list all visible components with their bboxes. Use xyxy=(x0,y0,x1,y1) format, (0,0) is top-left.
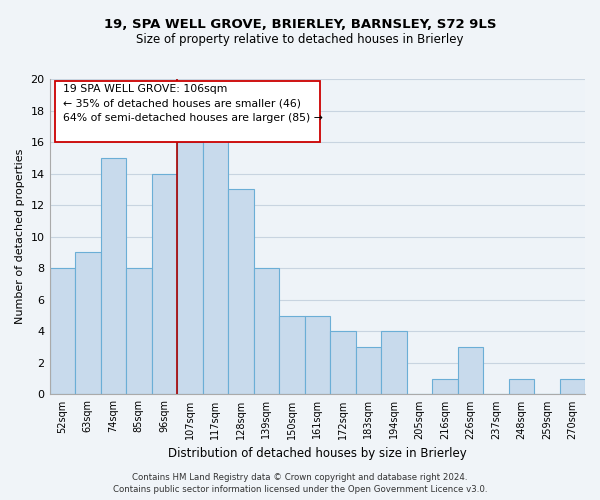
Bar xyxy=(305,316,330,394)
Bar xyxy=(50,268,75,394)
Text: 19, SPA WELL GROVE, BRIERLEY, BARNSLEY, S72 9LS: 19, SPA WELL GROVE, BRIERLEY, BARNSLEY, … xyxy=(104,18,496,30)
Bar xyxy=(330,332,356,394)
Bar xyxy=(381,332,407,394)
Bar xyxy=(152,174,177,394)
Bar xyxy=(279,316,305,394)
Text: 19 SPA WELL GROVE: 106sqm
← 35% of detached houses are smaller (46)
64% of semi-: 19 SPA WELL GROVE: 106sqm ← 35% of detac… xyxy=(63,84,323,123)
Bar xyxy=(75,252,101,394)
Text: Size of property relative to detached houses in Brierley: Size of property relative to detached ho… xyxy=(136,32,464,46)
Bar xyxy=(254,268,279,394)
Bar xyxy=(126,268,152,394)
Y-axis label: Number of detached properties: Number of detached properties xyxy=(15,149,25,324)
FancyBboxPatch shape xyxy=(55,80,320,142)
X-axis label: Distribution of detached houses by size in Brierley: Distribution of detached houses by size … xyxy=(168,447,467,460)
Bar xyxy=(228,190,254,394)
Bar xyxy=(560,378,585,394)
Bar xyxy=(203,126,228,394)
Bar xyxy=(101,158,126,394)
Bar xyxy=(356,347,381,395)
Text: Contains HM Land Registry data © Crown copyright and database right 2024.
Contai: Contains HM Land Registry data © Crown c… xyxy=(113,472,487,494)
Bar xyxy=(177,142,203,395)
Bar xyxy=(458,347,483,395)
Bar xyxy=(509,378,534,394)
Bar xyxy=(432,378,458,394)
